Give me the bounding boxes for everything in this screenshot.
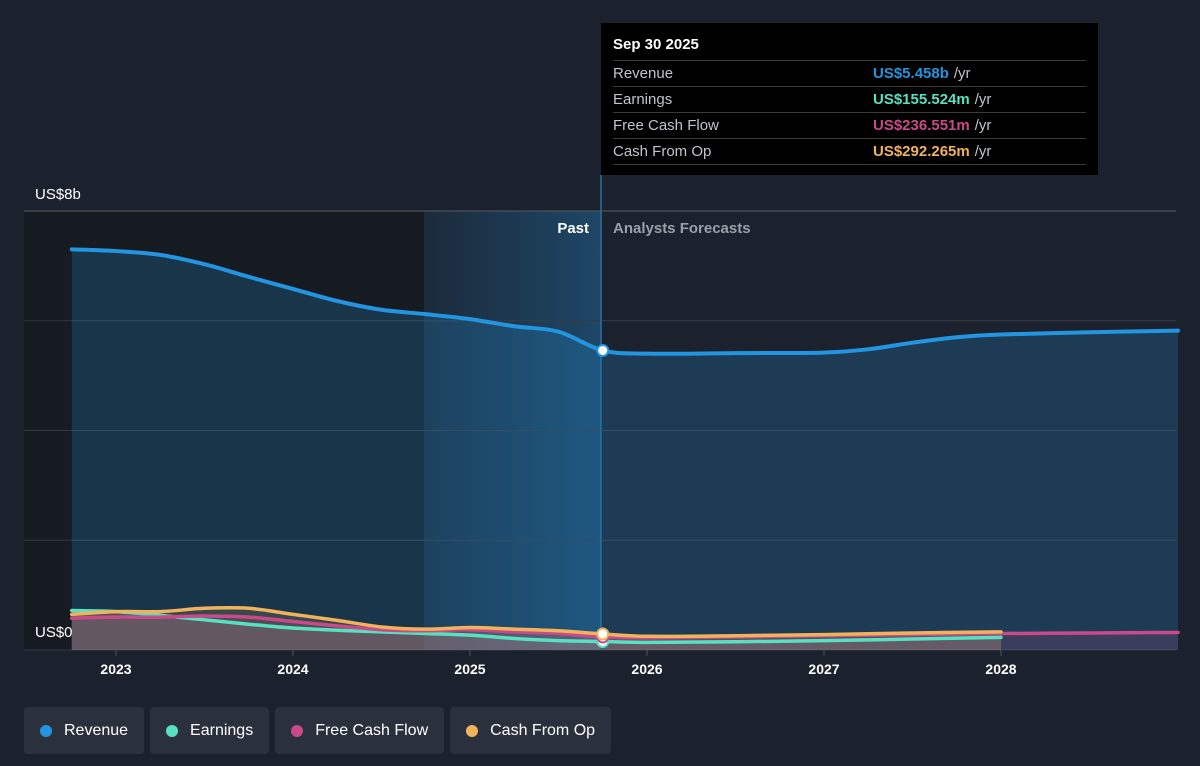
legend-label: Revenue <box>64 721 129 739</box>
series-lines <box>69 247 1180 645</box>
legend-dot-icon <box>291 724 304 737</box>
legend-item-earnings[interactable]: Earnings <box>150 707 270 754</box>
legend: Revenue Earnings Free Cash Flow Cash Fro… <box>24 707 612 754</box>
gridlines <box>24 210 1176 651</box>
x-axis-ticks: 2023 2024 2025 2026 2027 2028 <box>100 650 1017 677</box>
tooltip-unit: /yr <box>974 143 992 160</box>
legend-item-revenue[interactable]: Revenue <box>24 707 145 754</box>
cash-from-op-current-dot <box>596 627 610 641</box>
tooltip-row-revenue: Revenue US$5.458b /yr <box>613 60 1086 86</box>
series-areas <box>71 249 1178 650</box>
tooltip-value: US$155.524m <box>873 91 970 108</box>
legend-dot-icon <box>40 724 52 737</box>
free-cash-flow-area <box>71 615 1178 650</box>
legend-label: Free Cash Flow <box>315 721 429 739</box>
current-value-dots <box>596 343 610 648</box>
cash-from-op-line <box>70 605 1003 639</box>
x-tick-label: 2028 <box>985 661 1016 677</box>
chart: US$8b US$0 Past Analysts Forecasts 2023 2… <box>24 175 1180 677</box>
tooltip-label: Cash From Op <box>613 143 712 160</box>
tooltip: Sep 30 2025 Revenue US$5.458b /yr Earnin… <box>601 23 1098 175</box>
legend-item-cash-from-op[interactable]: Cash From Op <box>450 707 612 754</box>
tooltip-label: Earnings <box>613 91 673 108</box>
revenue-line <box>69 247 1180 356</box>
tooltip-value: US$236.551m <box>873 117 970 134</box>
x-tick-label: 2024 <box>277 661 308 677</box>
legend-dot-icon <box>166 724 179 737</box>
tooltip-row-free-cash-flow: Free Cash Flow US$236.551m /yr <box>613 112 1086 138</box>
tooltip-value: US$5.458b <box>873 65 949 82</box>
legend-label: Earnings <box>190 721 254 739</box>
revenue-area <box>71 249 1178 650</box>
tooltip-value: US$292.265m <box>873 143 970 160</box>
tooltip-unit: /yr <box>974 117 992 134</box>
earnings-area <box>71 610 1001 650</box>
forecast-label: Analysts Forecasts <box>613 220 751 237</box>
tooltip-unit: /yr <box>974 91 992 108</box>
past-label: Past <box>557 220 589 237</box>
tooltip-row-earnings: Earnings US$155.524m /yr <box>613 86 1086 112</box>
legend-label: Cash From Op <box>490 721 596 739</box>
legend-dot-icon <box>466 724 479 737</box>
y-axis-bottom-label: US$0 <box>35 624 73 641</box>
y-axis-top-label: US$8b <box>35 186 81 203</box>
cash-from-op-area <box>71 607 1001 650</box>
tooltip-label: Revenue <box>613 65 674 82</box>
tooltip-row-cash-from-op: Cash From Op US$292.265m /yr <box>613 138 1086 165</box>
tooltip-unit: /yr <box>953 65 971 82</box>
tooltip-label: Free Cash Flow <box>613 117 719 134</box>
x-tick-label: 2023 <box>100 661 131 677</box>
tooltip-date: Sep 30 2025 <box>613 36 699 53</box>
legend-item-free-cash-flow[interactable]: Free Cash Flow <box>275 707 445 754</box>
revenue-current-dot <box>596 343 610 357</box>
x-tick-label: 2027 <box>808 661 839 677</box>
x-tick-label: 2025 <box>454 661 485 677</box>
earnings-line <box>70 608 1003 645</box>
x-tick-label: 2026 <box>631 661 662 677</box>
